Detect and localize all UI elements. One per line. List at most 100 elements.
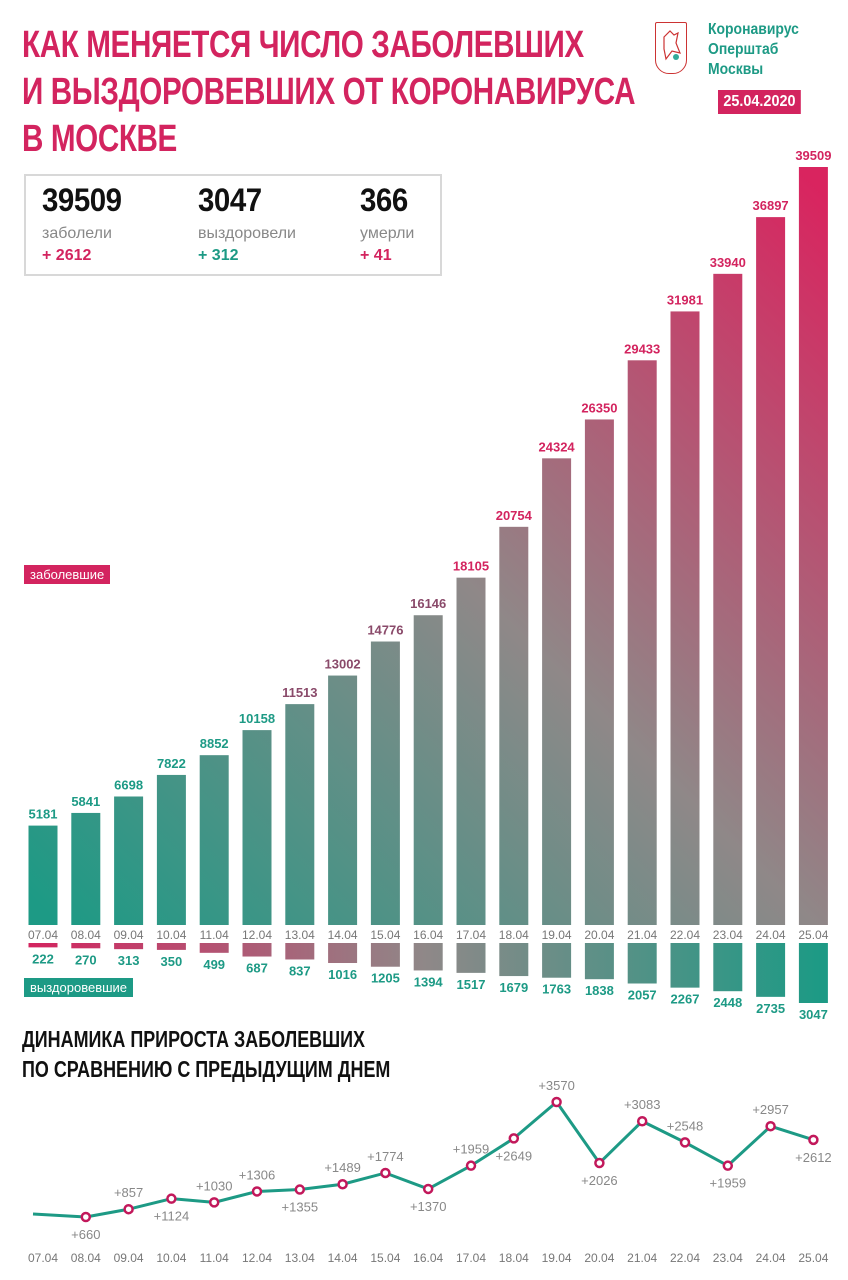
date-label: 22.04 xyxy=(670,928,700,942)
stat-delta: + 312 xyxy=(198,247,239,264)
infected-bar xyxy=(798,167,828,925)
growth-point xyxy=(636,1115,648,1127)
line-date-label: 11.04 xyxy=(200,1251,229,1265)
subtitle-line: ДИНАМИКА ПРИРОСТА ЗАБОЛЕВШИХ xyxy=(22,1026,366,1052)
infected-value-label: 7822 xyxy=(157,756,186,771)
growth-value-label: +1124 xyxy=(154,1209,190,1224)
stat-label: заболели xyxy=(42,225,112,242)
infected-bar xyxy=(542,458,572,925)
stats-box: 39509 заболели + 2612 3047 выздоровели +… xyxy=(24,174,442,276)
infected-value-label: 33940 xyxy=(710,255,746,270)
recovered-value-label: 1205 xyxy=(371,971,400,986)
stat-label: выздоровели xyxy=(198,225,296,242)
line-date-label: 22.04 xyxy=(670,1251,700,1265)
recovered-value-label: 2057 xyxy=(628,988,657,1003)
growth-point xyxy=(594,1157,605,1169)
recovered-bar xyxy=(156,943,186,950)
line-date-label: 17.04 xyxy=(456,1251,486,1265)
recovered-bar xyxy=(285,943,315,960)
recovered-value-label: 2735 xyxy=(756,1001,785,1016)
infected-bar xyxy=(28,825,58,925)
date-label: 07.04 xyxy=(28,928,58,942)
infected-value-label: 13002 xyxy=(325,657,361,672)
recovered-bar xyxy=(713,943,743,992)
recovered-value-label: 499 xyxy=(203,957,225,972)
growth-point xyxy=(80,1211,92,1223)
infected-bar xyxy=(71,812,101,925)
stat-recovered: 3047 выздоровели + 312 xyxy=(198,182,296,265)
recovered-value-label: 3047 xyxy=(799,1007,828,1022)
org-line: Коронавирус xyxy=(708,21,799,38)
infected-value-label: 16146 xyxy=(410,596,446,611)
growth-point xyxy=(465,1160,477,1171)
recovered-value-label: 350 xyxy=(161,954,183,969)
growth-point xyxy=(251,1186,263,1197)
recovered-bar xyxy=(114,943,144,950)
infected-value-label: 36897 xyxy=(753,198,789,213)
growth-value-label: +1370 xyxy=(410,1199,447,1214)
recovered-value-label: 2267 xyxy=(671,992,700,1007)
date-label: 11.04 xyxy=(200,928,229,942)
growth-point xyxy=(722,1160,734,1171)
stat-infected: 39509 заболели + 2612 xyxy=(42,182,128,265)
recovered-bar xyxy=(584,943,614,980)
recovered-value-label: 1394 xyxy=(414,974,444,989)
date-badge: 25.04.2020 xyxy=(718,90,801,114)
line-date-label: 13.04 xyxy=(285,1251,315,1265)
recovered-bar xyxy=(456,943,486,973)
recovered-bar xyxy=(670,943,700,988)
growth-point xyxy=(208,1197,220,1208)
infected-bar xyxy=(370,641,400,925)
date-label: 23.04 xyxy=(713,928,743,942)
line-date-label: 21.04 xyxy=(627,1251,657,1265)
legend-recovered: выздоровевшие xyxy=(24,978,134,997)
infected-value-label: 11513 xyxy=(282,685,317,700)
growth-value-label: +2026 xyxy=(581,1173,618,1188)
line-date-label: 12.04 xyxy=(242,1251,272,1265)
infected-bar xyxy=(670,311,700,925)
growth-value-label: +660 xyxy=(71,1227,100,1242)
date-label: 21.04 xyxy=(627,928,657,942)
recovered-value-label: 270 xyxy=(75,952,97,967)
line-date-label: 18.04 xyxy=(499,1251,529,1265)
growth-value-label: +1959 xyxy=(453,1142,490,1157)
infected-value-label: 29433 xyxy=(624,341,660,356)
infected-value-label: 5841 xyxy=(71,794,100,809)
growth-point xyxy=(337,1178,348,1190)
date-label: 17.04 xyxy=(456,928,486,942)
line-date-label: 20.04 xyxy=(584,1251,614,1265)
recovered-value-label: 1763 xyxy=(542,982,571,997)
infected-value-label: 24324 xyxy=(539,439,576,454)
recovered-value-label: 1679 xyxy=(499,980,528,995)
growth-point xyxy=(508,1133,520,1144)
title-line: КАК МЕНЯЕТСЯ ЧИСЛО ЗАБОЛЕВШИХ xyxy=(22,24,584,66)
infected-bar xyxy=(456,577,486,925)
stat-value: 3047 xyxy=(198,182,262,218)
org-line: Москвы xyxy=(708,61,764,78)
growth-value-label: +2649 xyxy=(496,1148,533,1163)
stat-value: 366 xyxy=(360,182,408,218)
infected-bar xyxy=(627,360,657,925)
title-line: И ВЫЗДОРОВЕВШИХ ОТ КОРОНАВИРУСА xyxy=(22,71,636,113)
growth-value-label: +1774 xyxy=(367,1149,404,1164)
infected-value-label: 31981 xyxy=(667,292,703,307)
line-date-label: 25.04 xyxy=(798,1251,828,1265)
line-date-label: 23.04 xyxy=(713,1251,743,1265)
growth-value-label: +3083 xyxy=(624,1097,661,1112)
growth-value-label: +857 xyxy=(114,1185,143,1200)
date-label: 12.04 xyxy=(242,928,272,942)
line-date-label: 14.04 xyxy=(328,1251,358,1265)
stat-delta: + 2612 xyxy=(42,247,92,264)
date-label: 18.04 xyxy=(499,928,529,942)
infected-value-label: 18105 xyxy=(453,559,489,574)
infected-bar xyxy=(413,615,443,925)
recovered-value-label: 222 xyxy=(32,951,54,966)
infected-bar xyxy=(756,217,786,925)
growth-value-label: +1959 xyxy=(710,1176,747,1191)
recovered-value-label: 837 xyxy=(289,963,311,978)
date-label: 09.04 xyxy=(114,928,144,942)
infected-value-label: 20754 xyxy=(496,508,533,523)
recovered-bar xyxy=(499,943,529,977)
growth-point xyxy=(679,1137,691,1148)
growth-value-label: +1030 xyxy=(196,1178,233,1193)
